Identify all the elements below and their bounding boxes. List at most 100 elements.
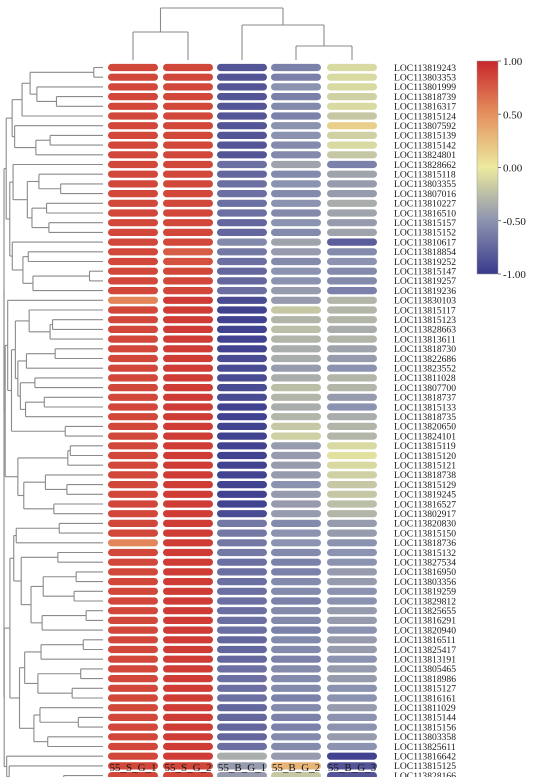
heatmap-cell: [163, 306, 213, 314]
gene-label: LOC113815157: [394, 218, 456, 229]
heatmap-cell: [108, 597, 158, 605]
heatmap-cell: [163, 694, 213, 702]
heatmap-cell: [327, 248, 377, 256]
heatmap-cell: [271, 393, 321, 401]
heatmap-cell: [217, 461, 267, 469]
heatmap-cell: [217, 645, 267, 654]
heatmap-cell: [217, 481, 267, 489]
heatmap-cell: [327, 752, 377, 760]
heatmap-cell: [271, 500, 321, 508]
heatmap-cell: [108, 762, 158, 770]
heatmap-cell: [271, 490, 321, 498]
heatmap-cell: [271, 539, 321, 547]
heatmap-cell: [217, 733, 267, 741]
heatmap-cell: [108, 93, 158, 101]
heatmap-cell: [271, 519, 321, 527]
heatmap-cell: [271, 102, 321, 110]
gene-label: LOC113801999: [394, 82, 456, 93]
heatmap-cell: [271, 160, 321, 169]
gene-label: LOC113819252: [394, 257, 456, 268]
heatmap-cell: [217, 131, 267, 139]
colorbar-tick-label: -1.00: [503, 269, 526, 281]
heatmap-cell: [108, 451, 158, 460]
gene-label: LOC113807016: [394, 189, 456, 200]
heatmap-cell: [108, 112, 158, 120]
heatmap-cell: [217, 636, 267, 644]
heatmap-cell: [271, 568, 321, 576]
gene-label: LOC113820940: [394, 625, 456, 636]
heatmap-cell: [271, 626, 321, 634]
heatmap-cell: [327, 413, 377, 421]
heatmap-cell: [327, 335, 377, 343]
heatmap-cell: [217, 296, 267, 304]
heatmap-cell: [327, 733, 377, 741]
colorbar-tick-label: 1.00: [503, 56, 523, 68]
gene-label: LOC113823552: [394, 364, 456, 375]
heatmap-cell: [163, 228, 213, 236]
heatmap-cell: [217, 83, 267, 91]
heatmap-cell: [217, 568, 267, 576]
heatmap-cell: [327, 442, 377, 450]
heatmap-cell: [271, 548, 321, 557]
heatmap-cell: [163, 578, 213, 586]
heatmap-cell: [108, 296, 158, 304]
heatmap-cell: [108, 655, 158, 663]
heatmap-cell: [217, 345, 267, 353]
heatmap-cell: [217, 393, 267, 401]
heatmap-cell: [108, 393, 158, 401]
gene-label: LOC113828662: [394, 160, 456, 171]
heatmap-cell: [271, 723, 321, 731]
heatmap-cell: [163, 257, 213, 266]
heatmap-cell: [271, 510, 321, 518]
heatmap-cell: [271, 451, 321, 460]
gene-label: LOC113818854: [394, 247, 456, 258]
heatmap-cell: [271, 384, 321, 392]
gene-label: LOC113803356: [394, 577, 456, 588]
gene-label: LOC113828663: [394, 325, 456, 336]
heatmap-cell: [108, 675, 158, 683]
heatmap-cell: [327, 519, 377, 527]
heatmap-cell: [327, 374, 377, 382]
heatmap-cell: [271, 587, 321, 595]
colorbar-tick-label: 0.50: [503, 109, 523, 121]
heatmap-cell: [327, 403, 377, 411]
heatmap-cell: [163, 500, 213, 508]
heatmap-cell: [271, 238, 321, 246]
heatmap-cell: [108, 471, 158, 479]
heatmap-cell: [163, 636, 213, 644]
gene-label: LOC113824101: [394, 431, 456, 442]
heatmap-cell: [163, 684, 213, 692]
heatmap-cell: [108, 587, 158, 595]
heatmap-cell: [163, 160, 213, 169]
gene-label: LOC113822686: [394, 354, 456, 365]
heatmap-cell: [217, 675, 267, 683]
heatmap-cell: [327, 655, 377, 663]
heatmap-cell: [217, 548, 267, 557]
heatmap-cell: [327, 277, 377, 285]
heatmap-cell: [327, 510, 377, 518]
gene-label: LOC113818736: [394, 538, 456, 549]
heatmap-cell: [163, 277, 213, 285]
heatmap-cell: [271, 170, 321, 178]
gene-label: LOC113816950: [394, 567, 456, 578]
heatmap-cell: [327, 190, 377, 198]
column-label: 55_B_G_1: [218, 762, 266, 774]
heatmap-cell: [217, 432, 267, 440]
heatmap-cell: [163, 645, 213, 654]
heatmap-cell: [271, 636, 321, 644]
heatmap-cell: [327, 112, 377, 120]
gene-label: LOC113815123: [394, 315, 456, 326]
gene-label: LOC113802917: [394, 509, 456, 520]
heatmap-cell: [163, 539, 213, 547]
heatmap-cell: [108, 442, 158, 450]
heatmap-cell: [327, 296, 377, 304]
gene-label: LOC113815124: [394, 111, 456, 122]
heatmap-cell: [163, 374, 213, 382]
heatmap-cell: [271, 471, 321, 479]
gene-label: LOC113819236: [394, 286, 456, 297]
gene-label: LOC113811029: [394, 703, 456, 714]
heatmap-cell: [163, 199, 213, 207]
gene-label: LOC113815152: [394, 228, 456, 239]
heatmap-cell: [163, 713, 213, 721]
heatmap-cell: [271, 762, 321, 770]
